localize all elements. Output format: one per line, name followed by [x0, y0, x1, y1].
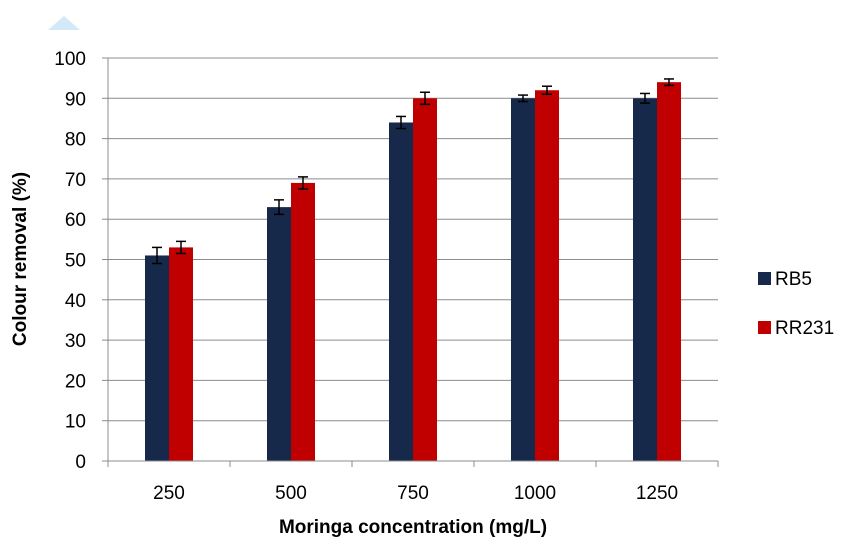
x-tick-label: 250 [153, 483, 185, 504]
y-tick-label: 90 [65, 89, 86, 110]
error-bar-rb5-750 [396, 115, 406, 130]
y-tick-label: 50 [65, 251, 86, 272]
bar-rb5-500 [267, 207, 291, 461]
y-tick-label: 20 [65, 371, 86, 392]
error-bar-rb5-1250 [640, 92, 650, 104]
bar-rr231-500 [291, 182, 315, 461]
bar-rr231-1000 [535, 90, 559, 462]
legend-item-rr231: RR231 [758, 318, 834, 339]
axes [102, 57, 719, 467]
x-tick-labels: 250 500 750 1000 1250 [153, 483, 678, 504]
error-bar-rb5-250 [152, 246, 162, 265]
y-tick-label: 100 [54, 49, 86, 70]
y-tick-label: 10 [65, 412, 86, 433]
y-tick-label: 0 [75, 452, 86, 473]
bar-rb5-250 [145, 255, 169, 461]
error-bar-rr231-750 [420, 91, 430, 106]
error-bar-rb5-500 [274, 199, 284, 216]
legend-swatch [758, 272, 771, 285]
legend: RB5 RR231 [758, 269, 834, 339]
bar-rr231-1250 [657, 82, 681, 462]
bar-rr231-750 [413, 98, 437, 462]
legend-label: RB5 [775, 269, 812, 290]
bar-rb5-1250 [633, 98, 657, 462]
y-axis-title: Colour removal (%) [10, 172, 31, 346]
x-tick-label: 1000 [514, 483, 556, 504]
error-bars [152, 78, 674, 265]
y-tick-label: 60 [65, 210, 86, 231]
error-bar-rb5-1000 [518, 94, 528, 103]
bars [145, 82, 681, 462]
y-tick-label: 30 [65, 331, 86, 352]
y-tick-label: 80 [65, 130, 86, 151]
x-axis-title: Moringa concentration (mg/L) [279, 517, 547, 538]
x-tick-label: 1250 [636, 483, 678, 504]
error-bar-rr231-1250 [664, 78, 674, 87]
y-tick-labels: 0 10 20 30 40 50 60 70 80 90 100 [54, 49, 86, 473]
error-bar-rr231-1000 [542, 85, 552, 96]
legend-label: RR231 [775, 318, 834, 339]
bar-rb5-1000 [511, 98, 535, 462]
bar-rr231-250 [169, 247, 193, 461]
legend-item-rb5: RB5 [758, 269, 812, 290]
x-tick-label: 750 [397, 483, 429, 504]
decorative-triangle-icon [48, 16, 80, 30]
x-tick-label: 500 [275, 483, 307, 504]
bar-rb5-750 [389, 122, 413, 461]
legend-swatch [758, 321, 771, 334]
error-bar-rr231-250 [176, 240, 186, 255]
error-bar-rr231-500 [298, 176, 308, 190]
y-tick-label: 70 [65, 170, 86, 191]
y-tick-label: 40 [65, 291, 86, 312]
